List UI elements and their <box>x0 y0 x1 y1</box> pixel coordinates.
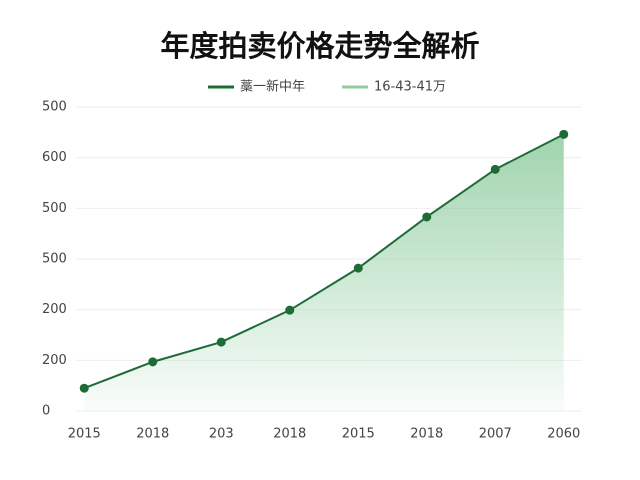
point <box>490 164 500 174</box>
y-tick-label: 200 <box>42 302 67 317</box>
x-tick-label: 203 <box>209 427 234 442</box>
legend-label: 藁一新中年 <box>240 79 305 95</box>
y-tick-label: 500 <box>42 252 67 267</box>
x-tick-label: 2015 <box>342 427 375 442</box>
line <box>83 133 565 390</box>
point <box>79 383 89 393</box>
y-tick-label: 200 <box>42 353 67 368</box>
x-tick-label: 2018 <box>273 427 306 442</box>
y-tick-label: 0 <box>42 404 50 419</box>
point <box>559 129 569 139</box>
chart-title: 年度拍卖价格走势全解析 <box>160 29 479 63</box>
x-tick-label: 2007 <box>479 427 512 442</box>
x-tick-label: 2018 <box>136 427 169 442</box>
point <box>353 263 363 273</box>
y-tick-label: 500 <box>42 201 67 216</box>
point <box>422 212 432 222</box>
x-tick-label: 2015 <box>68 427 101 442</box>
area <box>84 134 564 412</box>
point <box>216 337 226 347</box>
legend-label: 16-43-41万 <box>374 80 446 95</box>
y-tick-label: 600 <box>42 150 67 165</box>
x-tick-label: 2018 <box>410 427 443 442</box>
y-tick-label: 500 <box>42 100 67 115</box>
x-tick-label: 2060 <box>547 427 580 442</box>
point <box>148 357 158 367</box>
point <box>285 305 295 315</box>
